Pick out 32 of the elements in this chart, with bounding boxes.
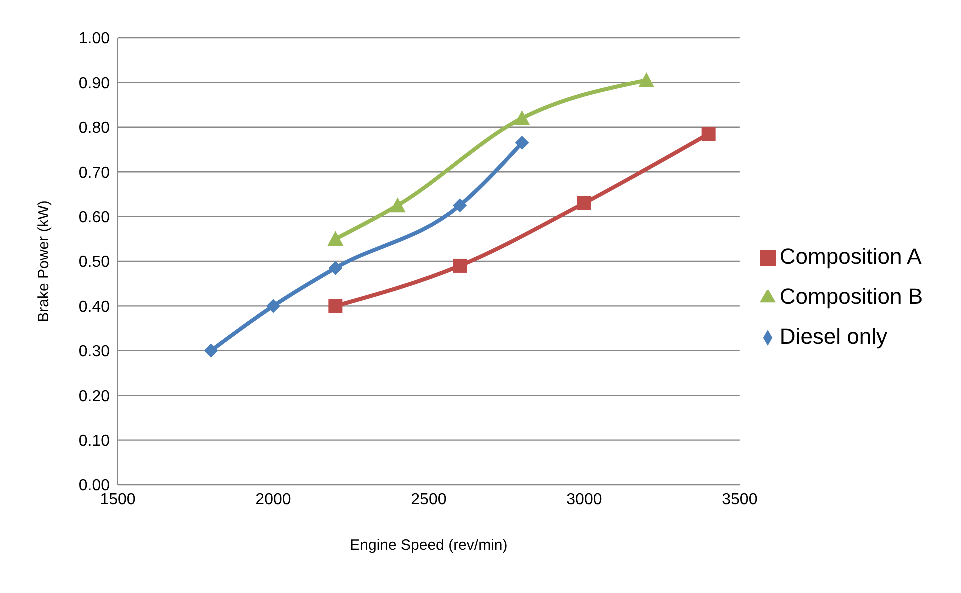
y-tick-label: 0.30 [78,344,110,361]
point [390,198,406,213]
y-tick-label: 0.50 [78,254,110,272]
y-tick-label: 0.60 [78,209,110,226]
point [638,72,655,88]
legend-label: Diesel only [780,324,888,348]
x-axis-title: Engine Speed (rev/min) [350,537,508,554]
legend-label: Composition B [780,284,923,308]
y-tick-label: 0.10 [78,432,110,450]
point [328,299,343,314]
point [204,344,218,358]
point [577,196,592,210]
x-tick-label: 3500 [722,491,758,508]
point [328,231,344,246]
y-tick-label: 0.70 [78,164,110,182]
x-tick-label: 2500 [411,491,447,508]
point [515,136,530,150]
y-tick-label: 0.40 [78,298,110,316]
point [702,127,716,142]
legend-label: Composition A [780,244,922,268]
point [514,110,530,126]
point [266,299,280,314]
x-tick-label: 3000 [566,491,602,508]
y-tick-label: 1.00 [78,30,110,48]
point [453,198,468,213]
y-tick-label: 0.20 [78,388,110,406]
y-tick-label: 0.80 [78,120,110,138]
x-tick-label: 2000 [256,491,292,508]
y-tick-label: 0.90 [78,75,110,92]
point [453,258,468,273]
y-axis-title: Brake Power (kW) [35,200,52,322]
point [328,261,343,276]
